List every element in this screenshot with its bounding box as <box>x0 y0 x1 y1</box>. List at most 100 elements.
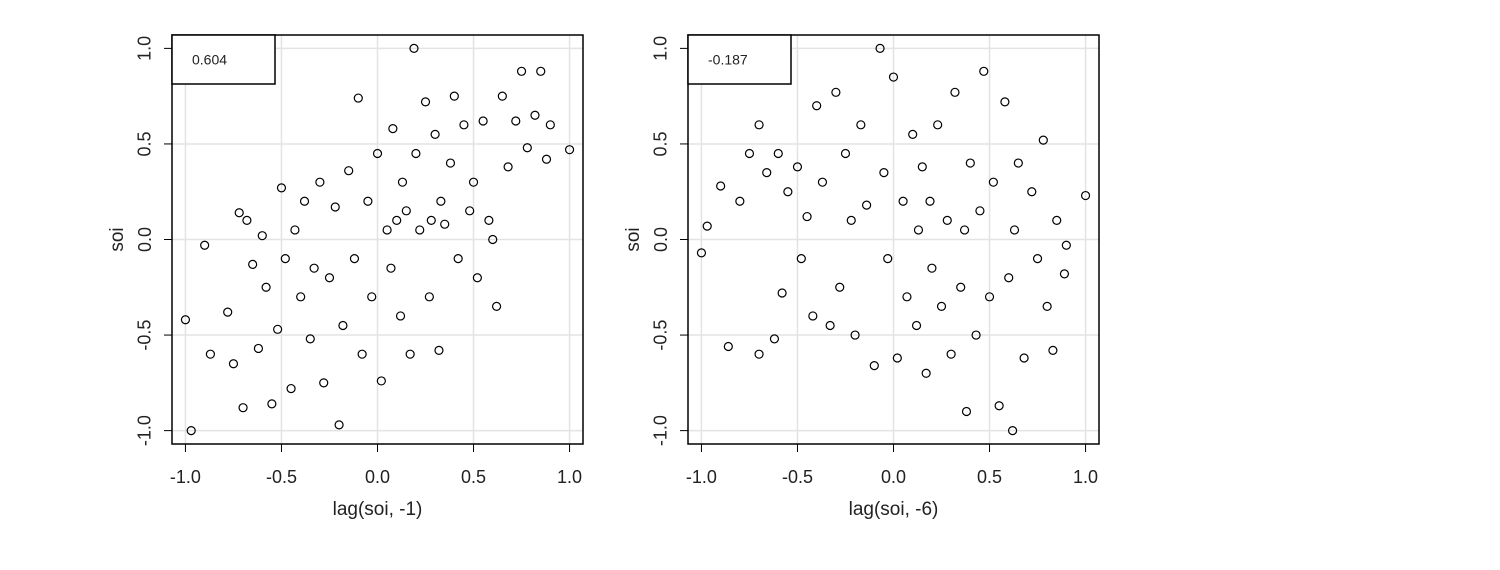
point <box>395 311 406 321</box>
point <box>950 87 960 97</box>
point <box>401 206 411 216</box>
point <box>376 376 386 386</box>
point <box>1032 254 1043 264</box>
y-tick-label: 1.0 <box>651 36 671 61</box>
y-tick-label: -0.5 <box>651 320 671 351</box>
point <box>478 116 488 126</box>
point <box>965 158 975 168</box>
x-axis-label: lag(soi, -1) <box>333 499 423 520</box>
plot-frame <box>687 34 1100 445</box>
point <box>892 353 902 363</box>
point <box>453 254 463 264</box>
point <box>862 200 872 210</box>
point <box>1013 158 1023 168</box>
point <box>994 401 1004 411</box>
x-tick-label: -1.0 <box>686 467 717 487</box>
y-tick-label: -1.0 <box>651 415 671 446</box>
x-tick-label: 0.5 <box>461 467 486 487</box>
point <box>397 177 408 187</box>
annotation: -0.187 <box>708 52 748 68</box>
point <box>186 426 196 436</box>
point <box>276 183 287 193</box>
point <box>338 320 348 331</box>
annotation-box <box>687 34 792 85</box>
point <box>696 248 707 258</box>
x-tick-label: 0.0 <box>365 467 390 487</box>
y-tick-label: 0.5 <box>651 131 671 156</box>
x-tick-label: -1.0 <box>170 467 201 487</box>
point <box>856 120 866 130</box>
point <box>497 91 507 101</box>
y-tick-label: -0.5 <box>135 320 155 351</box>
point <box>564 145 575 155</box>
point <box>445 158 456 168</box>
point <box>1000 97 1010 107</box>
point <box>1019 353 1029 363</box>
point <box>911 320 922 331</box>
point <box>309 263 319 273</box>
point <box>817 177 828 187</box>
point <box>956 282 966 292</box>
plot-frame <box>171 34 584 445</box>
point <box>716 181 726 191</box>
point <box>959 225 970 235</box>
y-tick-label: -1.0 <box>135 415 155 446</box>
point <box>936 301 947 311</box>
point <box>762 168 772 178</box>
annotation-box <box>171 34 276 85</box>
point <box>382 225 392 235</box>
point <box>831 87 841 97</box>
point <box>324 273 335 283</box>
point <box>1009 225 1020 235</box>
point <box>488 234 498 245</box>
point <box>426 215 436 225</box>
point <box>942 215 952 225</box>
x-tick-label: -0.5 <box>782 467 813 487</box>
point <box>430 129 440 139</box>
y-tick-label: 1.0 <box>135 36 155 61</box>
point <box>975 206 985 216</box>
point <box>898 196 908 206</box>
point <box>850 330 860 340</box>
point <box>296 292 306 302</box>
point <box>1004 273 1014 283</box>
point <box>783 187 793 197</box>
point <box>516 66 527 76</box>
y-axis-label: soi <box>107 227 128 251</box>
point <box>1048 345 1058 355</box>
point <box>888 72 899 82</box>
point <box>917 162 927 172</box>
point <box>267 399 277 409</box>
point <box>921 368 931 378</box>
point <box>319 378 329 388</box>
point <box>503 162 513 172</box>
point <box>769 334 780 344</box>
point <box>879 168 889 178</box>
point <box>411 148 421 159</box>
point <box>372 148 383 159</box>
point <box>436 196 446 206</box>
point <box>484 215 494 225</box>
point <box>253 343 264 354</box>
point <box>1052 215 1062 225</box>
point <box>812 101 822 111</box>
point <box>405 349 415 359</box>
point <box>200 240 210 250</box>
point <box>754 120 764 130</box>
point <box>835 282 845 292</box>
point <box>1007 426 1018 436</box>
annotation: 0.604 <box>192 52 227 68</box>
point <box>984 292 995 302</box>
point <box>440 219 450 229</box>
point <box>522 143 532 153</box>
point <box>242 215 252 225</box>
point <box>363 196 373 206</box>
point <box>334 420 344 430</box>
point <box>465 206 475 216</box>
point <box>846 215 856 225</box>
point <box>946 349 956 359</box>
point <box>796 254 806 264</box>
point <box>248 259 258 269</box>
point <box>744 148 755 159</box>
